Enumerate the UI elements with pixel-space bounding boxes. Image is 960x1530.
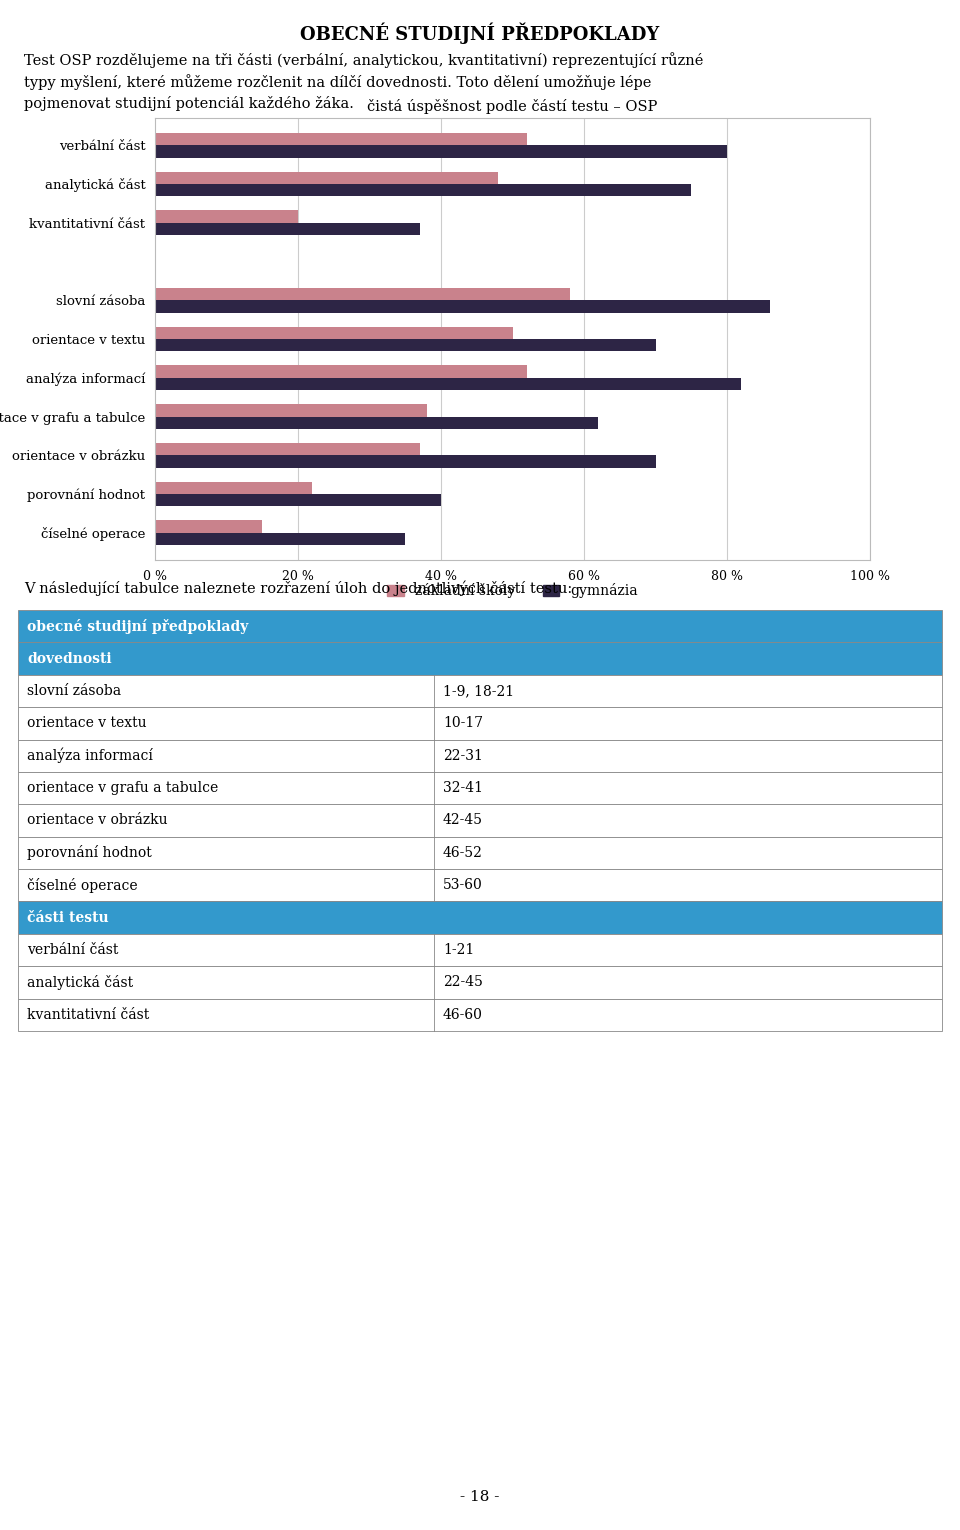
FancyBboxPatch shape <box>18 933 942 967</box>
FancyBboxPatch shape <box>18 643 942 675</box>
FancyBboxPatch shape <box>18 869 942 901</box>
FancyBboxPatch shape <box>18 773 942 805</box>
Text: analýza informací: analýza informací <box>27 748 153 763</box>
Bar <box>155 456 656 468</box>
Text: části testu: části testu <box>27 910 108 924</box>
Text: V následující tabulce naleznete rozřazení úloh do jednotlivých částí testu:: V následující tabulce naleznete rozřazen… <box>24 580 572 595</box>
Bar <box>155 133 527 145</box>
Bar <box>155 300 770 312</box>
Bar <box>155 442 420 456</box>
Text: 42-45: 42-45 <box>444 814 483 828</box>
FancyBboxPatch shape <box>18 901 942 933</box>
Text: porovnání hodnot: porovnání hodnot <box>27 846 152 860</box>
FancyBboxPatch shape <box>18 739 942 773</box>
Bar <box>155 223 420 236</box>
Bar <box>155 482 312 494</box>
Text: slovní zásoba: slovní zásoba <box>27 684 121 698</box>
Bar <box>155 340 656 352</box>
FancyBboxPatch shape <box>18 610 942 643</box>
Bar <box>155 210 298 223</box>
Text: číselné operace: číselné operace <box>27 878 138 894</box>
Text: verbální část: verbální část <box>27 942 119 958</box>
Text: orientace v obrázku: orientace v obrázku <box>27 814 168 828</box>
Text: 46-60: 46-60 <box>444 1008 483 1022</box>
Text: OBECNÉ STUDIJNÍ PŘEDPOKLADY: OBECNÉ STUDIJNÍ PŘEDPOKLADY <box>300 21 660 43</box>
Text: 53-60: 53-60 <box>444 878 483 892</box>
Text: pojmenovat studijní potenciál každého žáka.: pojmenovat studijní potenciál každého žá… <box>24 96 354 112</box>
Legend: základní školy, gymnázia: základní školy, gymnázia <box>381 578 643 604</box>
Bar <box>155 171 498 184</box>
Text: Test OSP rozdělujeme na tři části (verbální, analytickou, kvantitativní) repreze: Test OSP rozdělujeme na tři části (verbá… <box>24 52 704 67</box>
FancyBboxPatch shape <box>18 707 942 739</box>
Bar <box>155 288 569 300</box>
Bar <box>155 366 527 378</box>
Bar <box>155 145 727 158</box>
Text: 22-31: 22-31 <box>444 748 483 763</box>
FancyBboxPatch shape <box>18 675 942 707</box>
FancyBboxPatch shape <box>18 999 942 1031</box>
Text: analytická část: analytická část <box>27 975 133 990</box>
Title: čistá úspěšnost podle částí testu – OSP: čistá úspěšnost podle částí testu – OSP <box>368 99 658 115</box>
FancyBboxPatch shape <box>18 837 942 869</box>
Text: 10-17: 10-17 <box>444 716 483 730</box>
Bar <box>155 494 441 506</box>
Text: 32-41: 32-41 <box>444 782 483 796</box>
Text: obecné studijní předpoklady: obecné studijní předpoklady <box>27 618 249 633</box>
Bar <box>155 326 513 340</box>
Bar <box>155 520 262 532</box>
Text: 22-45: 22-45 <box>444 976 483 990</box>
Bar <box>155 532 405 545</box>
Bar <box>155 184 691 196</box>
Text: 46-52: 46-52 <box>444 846 483 860</box>
Text: - 18 -: - 18 - <box>460 1490 500 1504</box>
FancyBboxPatch shape <box>18 805 942 837</box>
Text: dovednosti: dovednosti <box>27 652 112 666</box>
Text: 1-21: 1-21 <box>444 942 474 958</box>
Text: 1-9, 18-21: 1-9, 18-21 <box>444 684 515 698</box>
FancyBboxPatch shape <box>18 967 942 999</box>
Text: typy myšlení, které můžeme rozčlenit na dílčí dovednosti. Toto dělení umožňuje l: typy myšlení, které můžeme rozčlenit na … <box>24 73 652 90</box>
Bar <box>155 404 426 416</box>
Text: orientace v textu: orientace v textu <box>27 716 147 730</box>
Bar <box>155 378 741 390</box>
Bar <box>155 416 598 428</box>
Text: kvantitativní část: kvantitativní část <box>27 1008 150 1022</box>
Text: orientace v grafu a tabulce: orientace v grafu a tabulce <box>27 782 219 796</box>
